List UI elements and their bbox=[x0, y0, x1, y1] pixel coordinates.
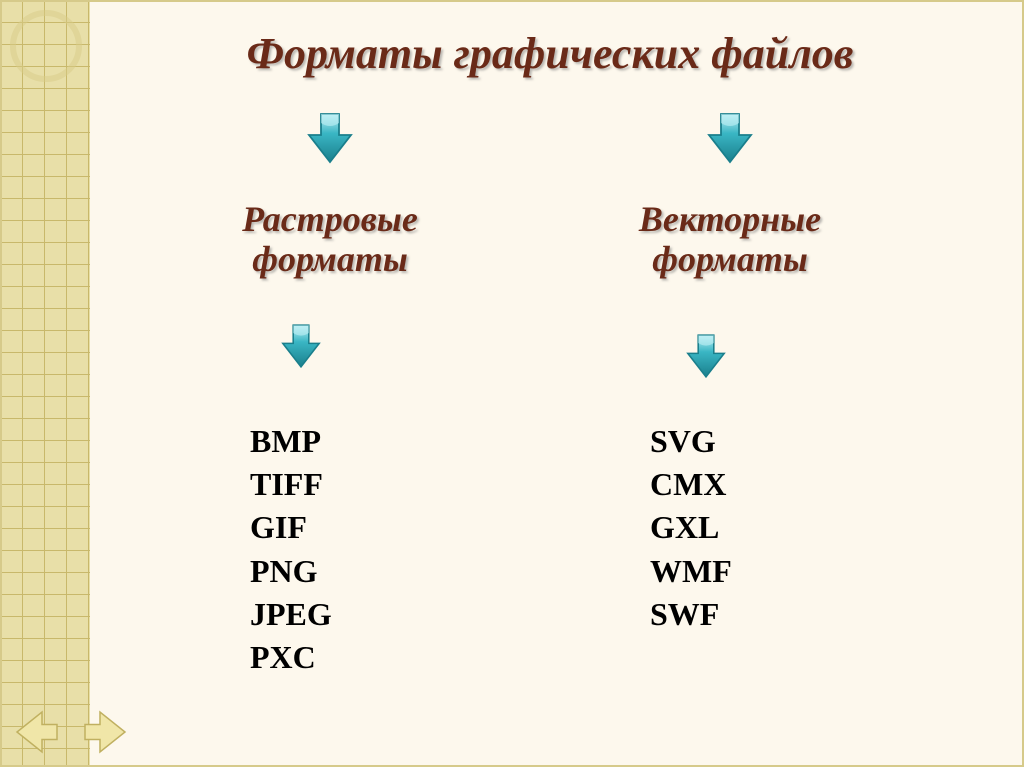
arrow-down-icon bbox=[300, 108, 360, 168]
slide: Форматы графических файлов Растровые фор… bbox=[0, 0, 1024, 767]
raster-heading: Растровые форматы bbox=[170, 200, 490, 279]
raster-list: BMPTIFFGIFPNGJPEGPXC bbox=[250, 420, 332, 679]
list-item: JPEG bbox=[250, 593, 332, 636]
slide-border bbox=[0, 0, 1024, 767]
vector-heading-line2: форматы bbox=[652, 239, 808, 279]
list-item: PNG bbox=[250, 550, 332, 593]
list-item: PXC bbox=[250, 636, 332, 679]
vector-list: SVGCMXGXLWMFSWF bbox=[650, 420, 732, 636]
slide-title: Форматы графических файлов bbox=[100, 28, 1000, 79]
list-item: TIFF bbox=[250, 463, 332, 506]
list-item: CMX bbox=[650, 463, 732, 506]
vector-heading-line1: Векторные bbox=[639, 199, 821, 239]
list-item: SWF bbox=[650, 593, 732, 636]
list-item: BMP bbox=[250, 420, 332, 463]
arrow-down-icon bbox=[700, 108, 760, 168]
nav-prev-button[interactable] bbox=[12, 707, 62, 757]
list-item: WMF bbox=[650, 550, 732, 593]
nav-next-button[interactable] bbox=[80, 707, 130, 757]
arrow-down-icon bbox=[680, 330, 740, 390]
list-item: GIF bbox=[250, 506, 332, 549]
list-item: GXL bbox=[650, 506, 732, 549]
raster-heading-line2: форматы bbox=[252, 239, 408, 279]
list-item: SVG bbox=[650, 420, 732, 463]
arrow-down-icon bbox=[275, 320, 335, 380]
raster-heading-line1: Растровые bbox=[242, 199, 418, 239]
vector-heading: Векторные форматы bbox=[570, 200, 890, 279]
